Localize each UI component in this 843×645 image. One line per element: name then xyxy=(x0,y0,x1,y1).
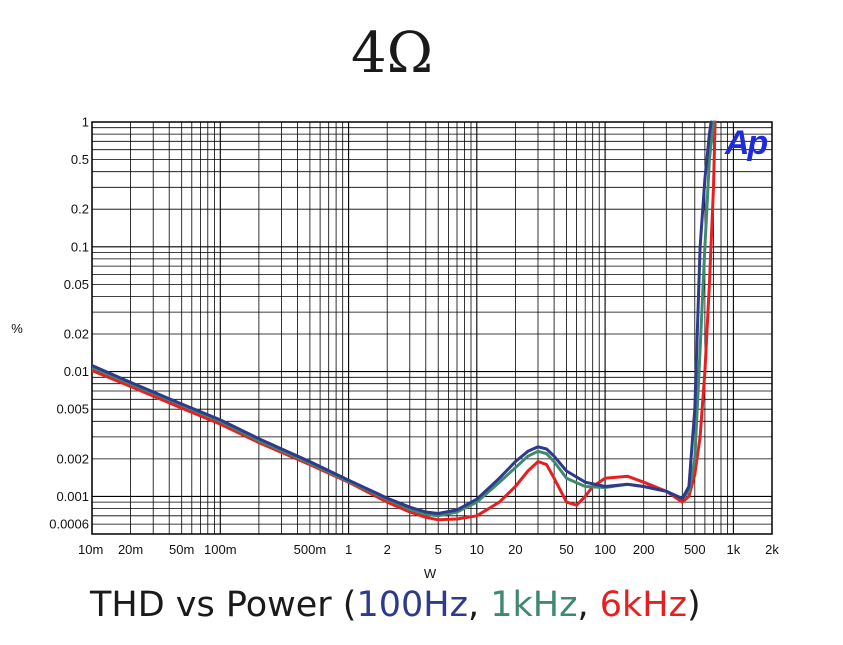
y-tick-label: 0.0006 xyxy=(49,517,89,532)
y-tick-label: 0.5 xyxy=(71,152,89,167)
y-tick-label: 1 xyxy=(82,115,89,130)
caption-series-100hz: 100Hz xyxy=(356,585,468,625)
y-tick-label: 0.01 xyxy=(64,364,89,379)
x-tick-label: 500 xyxy=(684,542,706,557)
series-line-6khz xyxy=(92,120,717,522)
x-tick-label: 100 xyxy=(594,542,616,557)
x-tick-label: 100m xyxy=(204,542,237,557)
y-tick-label: 0.05 xyxy=(64,277,89,292)
chart-title: 4Ω xyxy=(351,21,433,86)
x-tick-label: 5 xyxy=(435,542,442,557)
x-tick-label: 10m xyxy=(78,542,103,557)
chart-caption: THD vs Power (100Hz, 1kHz, 6kHz) xyxy=(90,585,701,625)
x-tick-label: 20 xyxy=(508,542,522,557)
y-tick-label: 0.02 xyxy=(64,327,89,342)
y-tick-label: 0.2 xyxy=(71,202,89,217)
grid xyxy=(91,121,773,535)
series-line-1khz xyxy=(92,120,715,518)
caption-suffix: ) xyxy=(686,585,701,625)
caption-separator: , xyxy=(577,585,600,625)
x-axis-label: W xyxy=(424,566,437,581)
x-tick-label: 1k xyxy=(727,542,741,557)
plot-frame xyxy=(91,121,773,535)
y-tick-label: 0.001 xyxy=(56,489,89,504)
y-tick-label: 0.1 xyxy=(71,239,89,254)
caption-series-6khz: 6kHz xyxy=(599,585,687,625)
x-tick-label: 2k xyxy=(765,542,779,557)
series-group xyxy=(92,120,717,522)
x-tick-label: 50m xyxy=(169,542,194,557)
caption-prefix: THD vs Power ( xyxy=(90,585,357,625)
x-tick-labels: 10m 20m 50m 100m 500m 1 2 5 10 20 50 100 200 500 1k 2k xyxy=(78,542,779,557)
plot-border xyxy=(91,121,773,535)
ap-logo: Ap xyxy=(724,124,768,162)
caption-series-1khz: 1kHz xyxy=(490,585,578,625)
x-tick-label: 1 xyxy=(345,542,352,557)
y-tick-label: 0.005 xyxy=(56,402,89,417)
x-tick-label: 500m xyxy=(294,542,327,557)
y-axis-label: % xyxy=(11,321,23,336)
x-tick-label: 10 xyxy=(470,542,484,557)
y-tick-label: 0.002 xyxy=(56,451,89,466)
x-tick-label: 50 xyxy=(559,542,573,557)
series-line-100hz xyxy=(92,120,713,515)
x-tick-label: 2 xyxy=(384,542,391,557)
y-tick-labels: 1 0.5 0.2 0.1 0.05 0.02 0.01 0.005 0.002 0.001 0.0… xyxy=(49,115,89,532)
caption-separator: , xyxy=(467,585,491,625)
x-tick-label: 20m xyxy=(118,542,143,557)
x-tick-label: 200 xyxy=(633,542,655,557)
